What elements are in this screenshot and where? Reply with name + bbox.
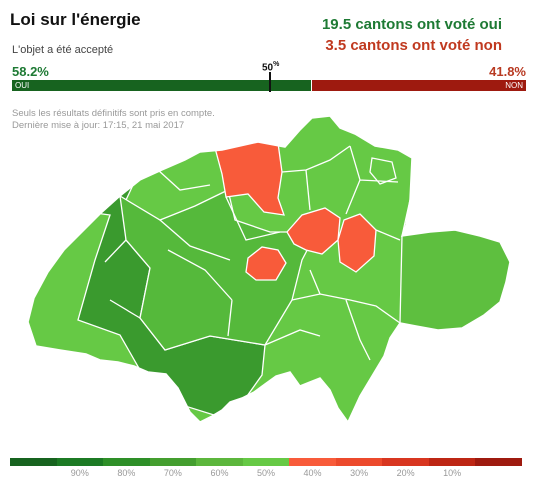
legend-swatch bbox=[56, 458, 104, 466]
legend-swatch bbox=[335, 458, 383, 466]
yes-percent: 58.2% bbox=[12, 64, 49, 79]
canton-borders bbox=[104, 145, 401, 361]
color-scale-ticks: 90% 80% 70% 60% 50% 40% 30% 20% 10% bbox=[10, 468, 522, 482]
legend-tick-label: 30% bbox=[350, 468, 369, 478]
canton-graubuenden bbox=[399, 139, 510, 371]
result-bar-yes bbox=[12, 80, 311, 91]
legend-tick-label: 60% bbox=[210, 468, 229, 478]
switzerland-canton-map bbox=[27, 115, 511, 424]
midpoint-marker bbox=[269, 72, 271, 92]
yes-label: OUI bbox=[15, 81, 30, 90]
note-last-update: Dernière mise à jour: 17:15, 21 mai 2017 bbox=[12, 120, 185, 131]
legend-tick-label: 70% bbox=[163, 468, 182, 478]
legend-swatch bbox=[149, 458, 197, 466]
result-bar: OUI NON bbox=[12, 80, 526, 91]
note-definitive: Seuls les résultats définitifs sont pris… bbox=[12, 108, 215, 119]
legend-tick-label: 90% bbox=[70, 468, 89, 478]
legend-swatch bbox=[196, 458, 243, 466]
country-outline bbox=[27, 115, 511, 424]
legend-swatch bbox=[475, 458, 523, 466]
midpoint-label: 50% bbox=[262, 61, 280, 74]
no-cantons-text: 3.5 cantons ont voté non bbox=[325, 37, 502, 54]
legend-tick-label: 10% bbox=[443, 468, 462, 478]
legend-swatch bbox=[103, 458, 150, 466]
yes-cantons-text: 19.5 cantons ont voté oui bbox=[321, 16, 502, 33]
result-bar-no bbox=[312, 80, 526, 91]
canton-obwalden bbox=[245, 246, 287, 281]
no-label: NON bbox=[505, 81, 523, 90]
legend-tick-label: 20% bbox=[396, 468, 415, 478]
legend-tick-label: 80% bbox=[117, 468, 136, 478]
legend-tick-label: 50% bbox=[256, 468, 276, 478]
color-scale-legend bbox=[10, 458, 523, 466]
result-subtitle: L'objet a été accepté bbox=[12, 44, 114, 56]
legend-swatch bbox=[242, 458, 290, 466]
legend-swatch bbox=[10, 458, 57, 466]
legend-swatch bbox=[428, 458, 476, 466]
update-notes: Seuls les résultats définitifs sont pris… bbox=[12, 108, 215, 132]
legend-swatch bbox=[382, 458, 429, 466]
canton-glarus bbox=[337, 213, 377, 273]
no-percent: 41.8% bbox=[489, 64, 526, 79]
page-title: Loi sur l'énergie bbox=[10, 10, 141, 29]
canton-summary: 19.5 cantons ont voté oui 3.5 cantons on… bbox=[322, 14, 502, 56]
legend-swatch bbox=[289, 458, 336, 466]
legend-tick-label: 40% bbox=[303, 468, 322, 478]
